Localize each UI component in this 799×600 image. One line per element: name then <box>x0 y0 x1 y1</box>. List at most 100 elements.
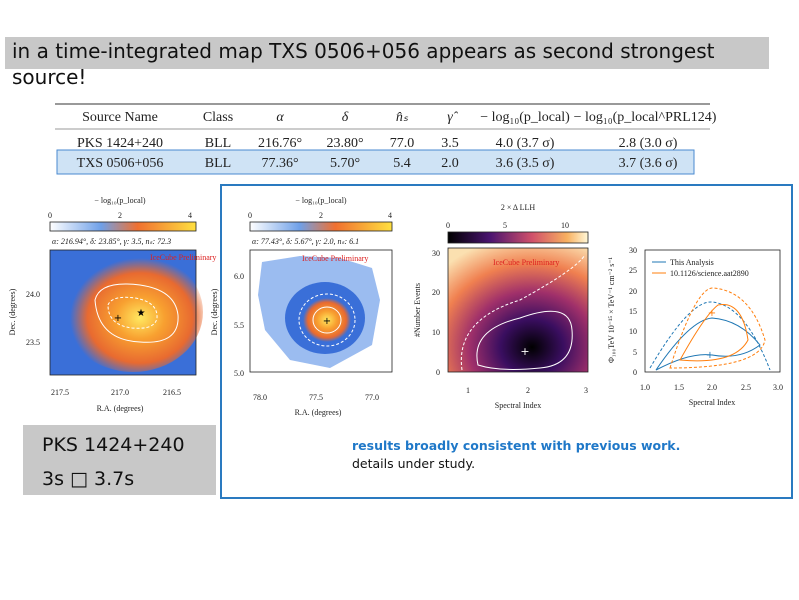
x-tick-label: 3.0 <box>773 383 783 392</box>
watermark: IceCube Preliminary <box>493 258 559 267</box>
contour <box>107 296 158 329</box>
y-tick-label: 5 <box>633 348 637 357</box>
table-cell: 2.8 (3.0 σ) <box>619 136 678 151</box>
y-tick-label: 25 <box>629 266 637 275</box>
likelihood-map: 2 × Δ LLH 0 5 10 + IceCube Preliminary 3… <box>413 203 589 410</box>
x-tick-label: 2.5 <box>741 383 751 392</box>
colorbar-tick: 4 <box>388 211 392 220</box>
marker: + <box>323 316 331 327</box>
y-tick-label: 23.5 <box>26 338 40 347</box>
caption-line: results broadly consistent with previous… <box>352 438 680 453</box>
legend-entry: 10.1126/science.aat2890 <box>670 269 749 278</box>
table-cell: 4.0 (3.7 σ) <box>496 136 555 151</box>
contour <box>312 306 342 334</box>
skymap-txs: − log₁₀(p_local) 0 2 4 α: 77.43°, δ: 5.6… <box>210 196 393 417</box>
heatmap-blob <box>63 252 203 372</box>
x-tick-label: 2 <box>526 386 530 395</box>
y-axis-label: Φ₁₀₀TeV 10⁻¹⁵ × TeV⁻¹ cm⁻² s⁻¹ <box>607 256 616 363</box>
x-tick-label: 1.5 <box>674 383 684 392</box>
colorbar-tick: 4 <box>188 211 192 220</box>
x-axis-label: R.A. (degrees) <box>97 404 144 413</box>
colorbar-label: − log₁₀(p_local) <box>94 196 146 205</box>
note-line: PKS 1424+240 <box>42 434 185 456</box>
marker: + <box>706 350 714 361</box>
table-cell: 77.36° <box>261 156 298 171</box>
contour <box>460 254 586 371</box>
y-tick-label: 6.0 <box>234 272 244 281</box>
marker: + <box>708 308 716 319</box>
table-cell: 77.0 <box>390 136 415 151</box>
x-tick-label: 1.0 <box>640 383 650 392</box>
y-axis-label: Dec. (degrees) <box>210 288 219 335</box>
heatmap <box>448 248 588 372</box>
table-cell: 5.4 <box>393 156 411 171</box>
y-tick-label: 10 <box>432 328 440 337</box>
watermark: IceCube Preliminary <box>150 253 216 262</box>
x-tick-label: 1 <box>466 386 470 395</box>
caption-line: details under study. <box>352 456 475 471</box>
colorbar <box>249 221 393 232</box>
table-cell: 3.7 (3.6 σ) <box>619 156 678 171</box>
x-tick-label: 77.0 <box>365 393 379 402</box>
colorbar <box>447 231 589 244</box>
colorbar-tick: 0 <box>48 211 52 220</box>
y-tick-label: 0 <box>436 368 440 377</box>
table-cell: TXS 0506+056 <box>77 156 164 171</box>
note-box <box>23 425 216 495</box>
x-tick-label: 78.0 <box>253 393 267 402</box>
table: Source Name Class α δ n̂ₛ γ̂ − log₁₀(p_l… <box>55 103 717 175</box>
header-line: in a time-integrated map TXS 0506+056 ap… <box>12 39 715 63</box>
table-header: Source Name <box>82 110 158 125</box>
contour <box>655 317 761 371</box>
axes-frame <box>249 249 393 373</box>
table-header: n̂ₛ <box>396 110 409 125</box>
x-tick-label: 217.0 <box>111 388 129 397</box>
x-tick-label: 217.5 <box>51 388 69 397</box>
table-header: − log₁₀(p_local) <box>480 110 570 125</box>
fit-info: α: 77.43°, δ: 5.67°, γ: 2.0, nₛ: 6.1 <box>252 237 359 246</box>
colorbar-label: 2 × Δ LLH <box>501 203 536 212</box>
y-tick-label: 24.0 <box>26 290 40 299</box>
y-tick-label: 5.5 <box>234 321 244 330</box>
note-line: 3s □ 3.7s <box>42 468 134 490</box>
axes-frame <box>447 247 589 373</box>
axes-frame <box>644 249 781 373</box>
colorbar-tick: 2 <box>118 211 122 220</box>
axes-frame <box>49 249 197 376</box>
legend-entry: This Analysis <box>670 258 714 267</box>
table-cell: 5.70° <box>330 156 360 171</box>
contour <box>298 293 356 347</box>
table-header: δ <box>342 110 349 125</box>
x-tick-label: 77.5 <box>309 393 323 402</box>
table-header: Class <box>203 110 233 125</box>
contour <box>476 310 573 370</box>
table-cell: PKS 1424+240 <box>77 136 163 151</box>
y-tick-label: 20 <box>432 288 440 297</box>
colorbar-tick: 0 <box>248 211 252 220</box>
y-axis-label: #Number Events <box>413 283 422 337</box>
table-cell: 3.6 (3.5 σ) <box>496 156 555 171</box>
y-tick-label: 10 <box>629 327 637 336</box>
table-cell: BLL <box>205 156 231 171</box>
y-tick-label: 30 <box>432 249 440 258</box>
y-tick-label: 20 <box>629 287 637 296</box>
contour <box>669 287 766 369</box>
table-cell: BLL <box>205 136 231 151</box>
colorbar-label: − log₁₀(p_local) <box>295 196 347 205</box>
table-cell: 3.5 <box>441 136 459 151</box>
table-cell: 2.0 <box>441 156 459 171</box>
x-tick-label: 3 <box>584 386 588 395</box>
header-line: source! <box>12 65 86 89</box>
contour <box>679 303 749 362</box>
marker: ★ <box>137 308 146 319</box>
marker: + <box>114 313 122 324</box>
y-tick-label: 30 <box>629 246 637 255</box>
table-cell: 216.76° <box>258 136 302 151</box>
x-tick-label: 216.5 <box>163 388 181 397</box>
y-tick-label: 0 <box>633 368 637 377</box>
colorbar-tick: 2 <box>319 211 323 220</box>
table-header: α <box>276 110 284 125</box>
contour <box>649 301 771 371</box>
colorbar-tick: 0 <box>446 221 450 230</box>
